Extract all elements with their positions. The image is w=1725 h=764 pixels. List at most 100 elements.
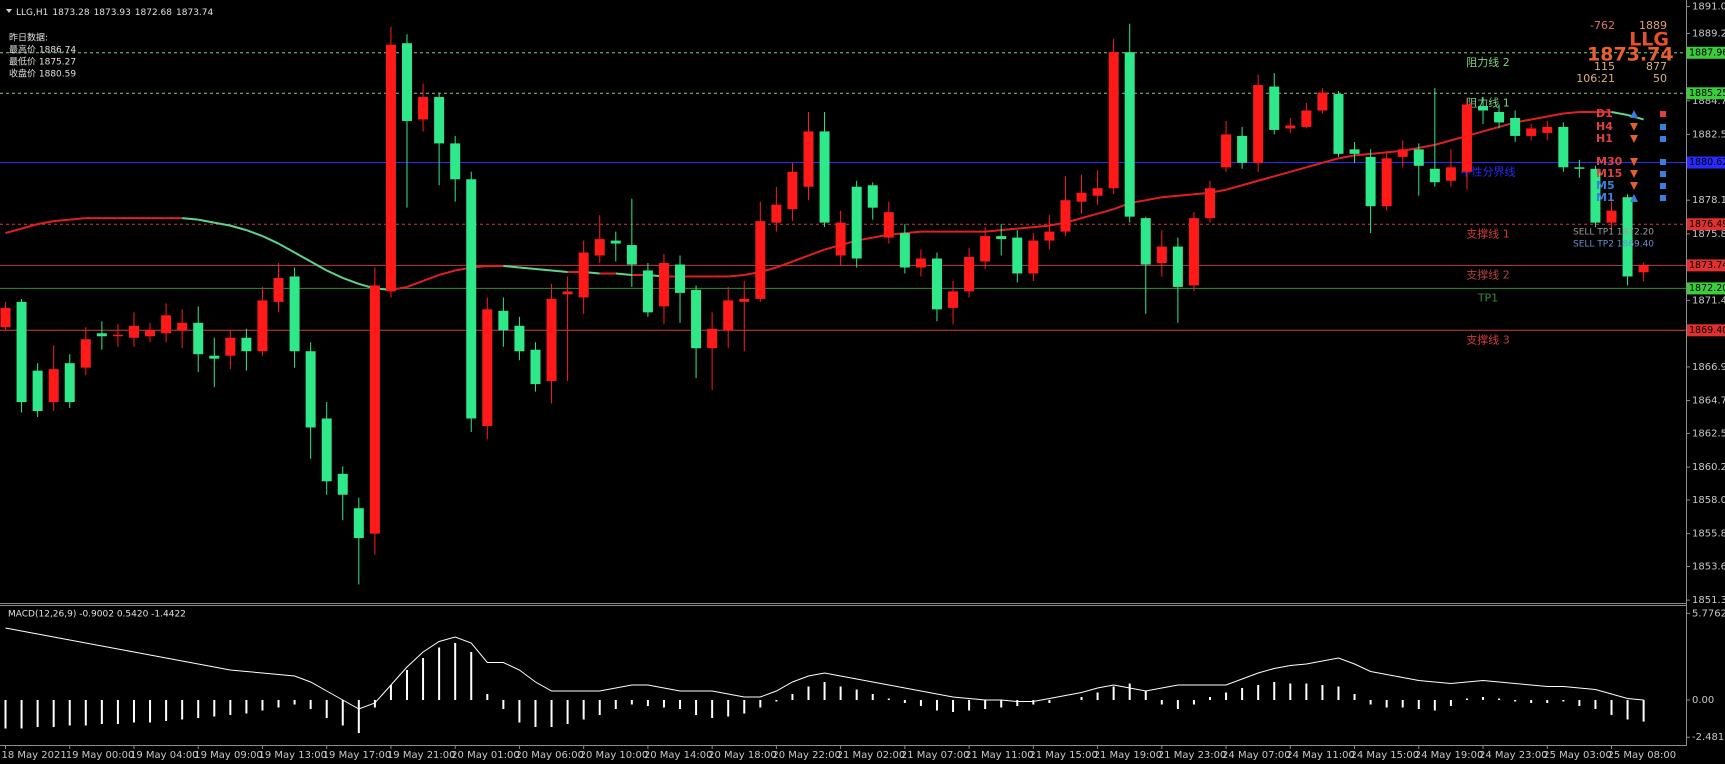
x-tick-label: 25 May 03:00 (1543, 750, 1612, 761)
candle-body (931, 258, 942, 310)
x-tick-label: 19 May 04:00 (130, 750, 199, 761)
trend-arrow (1630, 182, 1638, 190)
candle-body (1237, 135, 1248, 163)
candle-body (980, 236, 991, 262)
trend-box (1660, 111, 1666, 117)
macd-title: MACD(12,26,9) -0.9002 0.5420 -1.4422 (8, 610, 186, 620)
yesterday-row: 收盘价 1880.59 (9, 68, 76, 80)
candle-body (1285, 125, 1296, 129)
candle-body (771, 204, 782, 223)
y-tick-label: 1882.50 (1692, 129, 1725, 140)
y-tick-label: 1855.80 (1692, 529, 1725, 540)
trend-box (1660, 159, 1666, 165)
menu-arrow[interactable] (6, 9, 12, 13)
trend-arrow (1630, 194, 1638, 202)
price-tag-label: 1887.96 (1689, 47, 1725, 58)
ma-segment (1547, 112, 1564, 118)
candle-body (1092, 188, 1103, 196)
candle-body (225, 337, 236, 356)
candle-body (1413, 149, 1424, 166)
timeframe-label: H4 (1596, 120, 1613, 133)
candle-body (1478, 106, 1489, 111)
candle-body (1012, 237, 1023, 274)
ma-segment (1418, 143, 1436, 149)
symbol: LLG,H1 (16, 8, 48, 18)
x-tick-label: 19 May 21:00 (387, 750, 456, 761)
timeframe-label: M1 (1596, 191, 1615, 204)
x-tick-label: 24 May 15:00 (1351, 750, 1420, 761)
candle-body (418, 97, 429, 120)
candle-body (1172, 246, 1183, 287)
y-tick-label: 1860.25 (1692, 462, 1725, 473)
ma-segment (310, 260, 328, 272)
ma-segment (615, 272, 632, 276)
ma-segment (1290, 166, 1307, 173)
x-tick-label: 21 May 07:00 (901, 750, 970, 761)
order-label: SELL TP1 1872.20 (1573, 228, 1654, 238)
candle-body (1060, 200, 1071, 232)
x-tick-label: 24 May 23:00 (1479, 750, 1548, 761)
ma-segment (1563, 110, 1580, 115)
candle-body (899, 233, 910, 268)
level-label: 支撑线 1 (1466, 226, 1510, 240)
ma-segment (294, 251, 312, 263)
candle-body (835, 222, 846, 256)
ma-segment (1306, 161, 1323, 169)
x-tick-label: 21 May 15:00 (1029, 750, 1098, 761)
y-tick-label: 1878.10 (1692, 195, 1725, 206)
ma-segment (342, 277, 360, 285)
panel-value: 115 (1594, 60, 1615, 73)
ma-segment (808, 248, 825, 257)
ma-segment (551, 269, 568, 273)
trend-arrow (1630, 158, 1638, 166)
candle-body (530, 349, 541, 385)
candle-body (996, 236, 1007, 240)
candle-body (209, 355, 220, 359)
x-tick-label: 19 May 17:00 (323, 750, 392, 761)
candle-body (1590, 168, 1601, 223)
candle-body (353, 508, 364, 539)
candle-body (1365, 156, 1376, 207)
candle-body (128, 325, 139, 338)
candle-body (1076, 192, 1087, 202)
x-tick-label: 25 May 08:00 (1608, 750, 1677, 761)
candle-body (1188, 218, 1199, 286)
ma-segment (985, 229, 1002, 233)
candle-body (1044, 231, 1055, 241)
x-tick-label: 24 May 11:00 (1286, 750, 1355, 761)
candle-body (1494, 111, 1505, 123)
trend-box (1660, 183, 1666, 189)
candle-body (867, 185, 878, 208)
ma-segment (1001, 227, 1018, 232)
price-tag (1687, 218, 1725, 231)
macd-y-tick-label: 5.7762 (1692, 608, 1725, 619)
x-tick-label: 18 May 2021 (2, 750, 67, 761)
yesterday-row: 最高价 1886.74 (9, 44, 76, 56)
x-tick-label: 20 May 10:00 (580, 750, 649, 761)
candle-body (1461, 104, 1472, 172)
candle-body (385, 44, 396, 292)
price-tag-label: 1869.40 (1689, 325, 1725, 336)
candle-body (610, 240, 621, 244)
panel-value: 877 (1646, 60, 1667, 73)
candle-body (1349, 149, 1360, 154)
price-tag (1687, 282, 1725, 295)
x-tick-label: 20 May 01:00 (451, 750, 520, 761)
yesterday-row: 最低价 1875.27 (9, 56, 76, 68)
price-tag (1687, 156, 1725, 169)
candle-body (1269, 86, 1280, 130)
x-tick-label: 24 May 19:00 (1415, 750, 1484, 761)
candle-body (642, 270, 653, 313)
x-tick-label: 21 May 11:00 (965, 750, 1034, 761)
candle-body (289, 276, 300, 352)
ma-segment (1081, 212, 1098, 220)
trend-box (1660, 136, 1666, 142)
ma-segment (406, 280, 424, 288)
candle-body (305, 351, 316, 428)
candle-body (1156, 246, 1167, 263)
ma-segment (1482, 125, 1500, 133)
ma-segment (21, 223, 38, 230)
ma-segment (1225, 184, 1243, 191)
candle-body (948, 291, 959, 308)
x-tick-label: 19 May 09:00 (194, 750, 263, 761)
